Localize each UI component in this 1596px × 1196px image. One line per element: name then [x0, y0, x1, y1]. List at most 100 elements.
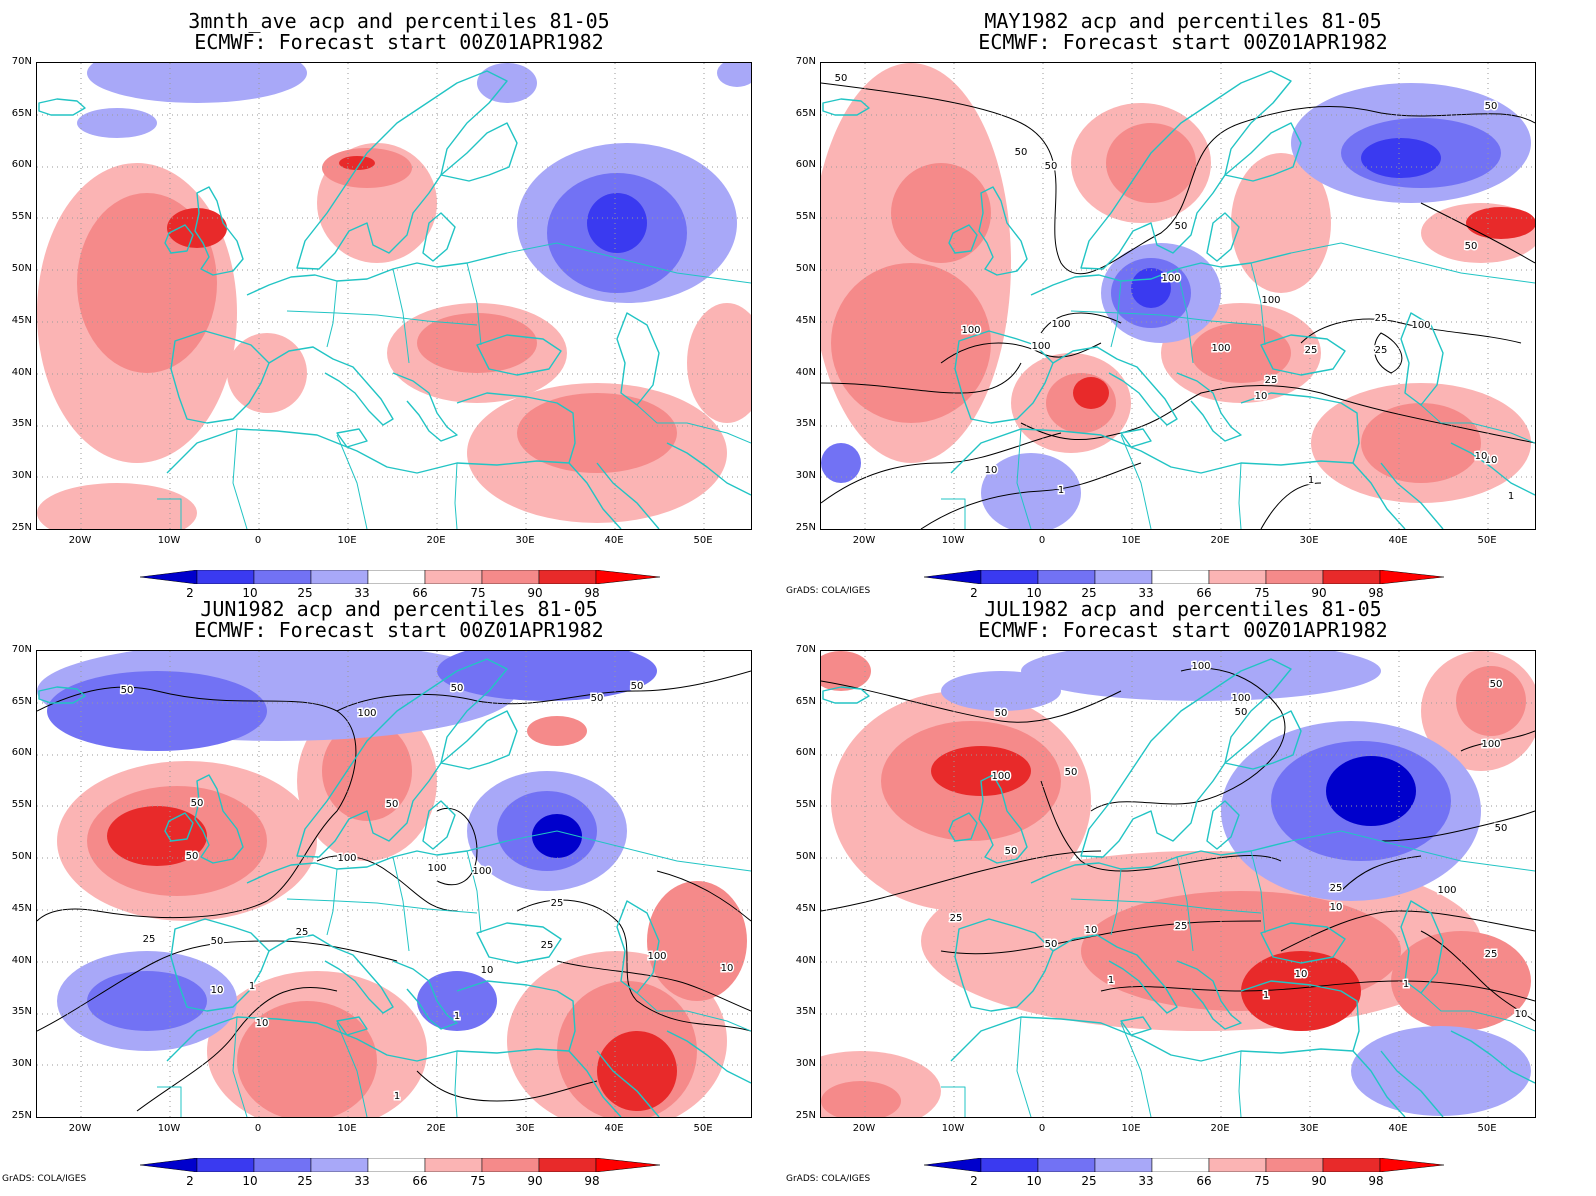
panel-jul-1982: JUL1982 acp and percentiles 81-05 ECMWF:… — [784, 588, 1582, 1188]
colorbar-label: 10 — [242, 1174, 258, 1188]
contour-label: 50 — [995, 708, 1008, 719]
lat-label: 40N — [11, 367, 32, 378]
contour-label: 25 — [1330, 883, 1343, 894]
contour-label: 50 — [1495, 823, 1508, 834]
colorbar-label: 10 — [1026, 586, 1042, 600]
colorbar-label: 33 — [354, 586, 370, 600]
contour-label: 100 — [961, 325, 980, 336]
lat-label: 55N — [11, 211, 32, 222]
lon-label: 10W — [157, 535, 181, 546]
contour-label: 50 — [631, 681, 644, 692]
lat-label: 35N — [11, 418, 32, 429]
colorbar — [140, 570, 660, 584]
lon-label: 10E — [337, 1123, 357, 1134]
lat-label: 45N — [795, 315, 816, 326]
lon-label: 20E — [1210, 535, 1230, 546]
contour-label: 50 — [835, 73, 848, 84]
lat-label: 70N — [795, 56, 816, 67]
lon-label: 20W — [852, 1123, 876, 1134]
lat-label: 70N — [795, 644, 816, 655]
colorbar-label: 2 — [186, 1174, 194, 1188]
lon-label: 0 — [1038, 1123, 1046, 1134]
contour-label: 25 — [1175, 921, 1188, 932]
contour-label: 1 — [249, 981, 255, 992]
colorbar-label: 10 — [242, 586, 258, 600]
contour-label: 10 — [1330, 902, 1343, 913]
lat-label: 30N — [795, 1058, 816, 1069]
lat-label: 30N — [11, 470, 32, 481]
lon-label: 10W — [157, 1123, 181, 1134]
contour-label: 10 — [1295, 969, 1308, 980]
contour-label: 100 — [337, 853, 356, 864]
colorbar-label: 90 — [527, 1174, 543, 1188]
contour-label: 50 — [1490, 679, 1503, 690]
contour-label: 1 — [1108, 975, 1114, 986]
colorbar-label: 66 — [1196, 1174, 1212, 1188]
lon-label: 10W — [941, 1123, 965, 1134]
lon-label: 0 — [254, 1123, 262, 1134]
colorbar-label: 25 — [297, 586, 313, 600]
contour-label: 25 — [1305, 345, 1318, 356]
lon-label: 50E — [693, 1123, 713, 1134]
contour-label: 10 — [1255, 391, 1268, 402]
contour-label: 100 — [1481, 739, 1500, 750]
lat-label: 45N — [11, 903, 32, 914]
lon-label: 40E — [604, 1123, 624, 1134]
contour-label: 50 — [1015, 147, 1028, 158]
contour-label: 100 — [1051, 319, 1070, 330]
lat-label: 40N — [11, 955, 32, 966]
lat-label: 30N — [11, 1058, 32, 1069]
contour-label: 50 — [386, 799, 399, 810]
colorbar-label: 75 — [470, 586, 486, 600]
contour-label: 10 — [481, 965, 494, 976]
colorbar-label: 33 — [1138, 586, 1154, 600]
lon-label: 30E — [515, 535, 535, 546]
colorbar-label: 98 — [584, 586, 600, 600]
panel-title-line1: JUN1982 acp and percentiles 81-05 — [200, 597, 598, 621]
contour-label: 100 — [472, 866, 491, 877]
contour-label: 25 — [1375, 313, 1388, 324]
contour-label: 50 — [591, 693, 604, 704]
colorbar-label: 25 — [1081, 1174, 1097, 1188]
lat-label: 55N — [795, 211, 816, 222]
colorbar-label: 10 — [1026, 1174, 1042, 1188]
lat-label: 45N — [795, 903, 816, 914]
lat-label: 60N — [795, 747, 816, 758]
map-canvas: 50 50 50 50 50 50 50 50 100 100 100 100 100 25 25 25 25 1… — [37, 651, 751, 1117]
colorbar-label: 90 — [1311, 586, 1327, 600]
lat-label: 25N — [795, 522, 816, 533]
panel-title-line2: ECMWF: Forecast start 00Z01APR1982 — [194, 30, 604, 54]
lon-label: 40E — [1388, 1123, 1408, 1134]
contour-label: 100 — [1231, 693, 1250, 704]
contour-label: 100 — [647, 951, 666, 962]
panel-jun-1982: JUN1982 acp and percentiles 81-05 ECMWF:… — [0, 588, 798, 1188]
lon-label: 20W — [68, 535, 92, 546]
grads-credit: GrADS: COLA/IGES — [786, 586, 871, 596]
lat-label: 35N — [11, 1006, 32, 1017]
panel-title-line1: JUL1982 acp and percentiles 81-05 — [984, 597, 1382, 621]
contour-label: 1 — [1058, 485, 1064, 496]
lat-label: 65N — [795, 108, 816, 119]
contour-label: 10 — [1085, 925, 1098, 936]
lon-label: 50E — [1477, 535, 1497, 546]
contour-label: 50 — [451, 683, 464, 694]
contour-label: 25 — [296, 927, 309, 938]
contour-label: 10 — [1515, 1009, 1528, 1020]
shading-layer — [37, 63, 751, 529]
lat-label: 45N — [11, 315, 32, 326]
contour-label: 50 — [1465, 241, 1478, 252]
contour-label: 100 — [1031, 341, 1050, 352]
panel-title-line2: ECMWF: Forecast start 00Z01APR1982 — [978, 618, 1388, 642]
colorbar-label: 2 — [186, 586, 194, 600]
contour-label: 1 — [394, 1091, 400, 1102]
contour-label: 25 — [1485, 949, 1498, 960]
lat-label: 70N — [11, 56, 32, 67]
contour-label: 10 — [1475, 451, 1488, 462]
lon-label: 30E — [515, 1123, 535, 1134]
contour-label: 10 — [211, 985, 224, 996]
lon-label: 0 — [254, 535, 262, 546]
colorbar — [924, 1158, 1444, 1172]
lon-label: 50E — [1477, 1123, 1497, 1134]
panel-title-line2: ECMWF: Forecast start 00Z01APR1982 — [194, 618, 604, 642]
contour-label: 100 — [1211, 343, 1230, 354]
